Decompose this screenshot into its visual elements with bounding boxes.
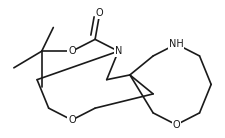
Text: O: O — [68, 46, 76, 56]
Text: O: O — [96, 8, 104, 18]
Text: NH: NH — [169, 39, 184, 49]
Text: O: O — [68, 115, 76, 125]
Text: N: N — [115, 46, 122, 56]
Text: O: O — [173, 120, 180, 130]
